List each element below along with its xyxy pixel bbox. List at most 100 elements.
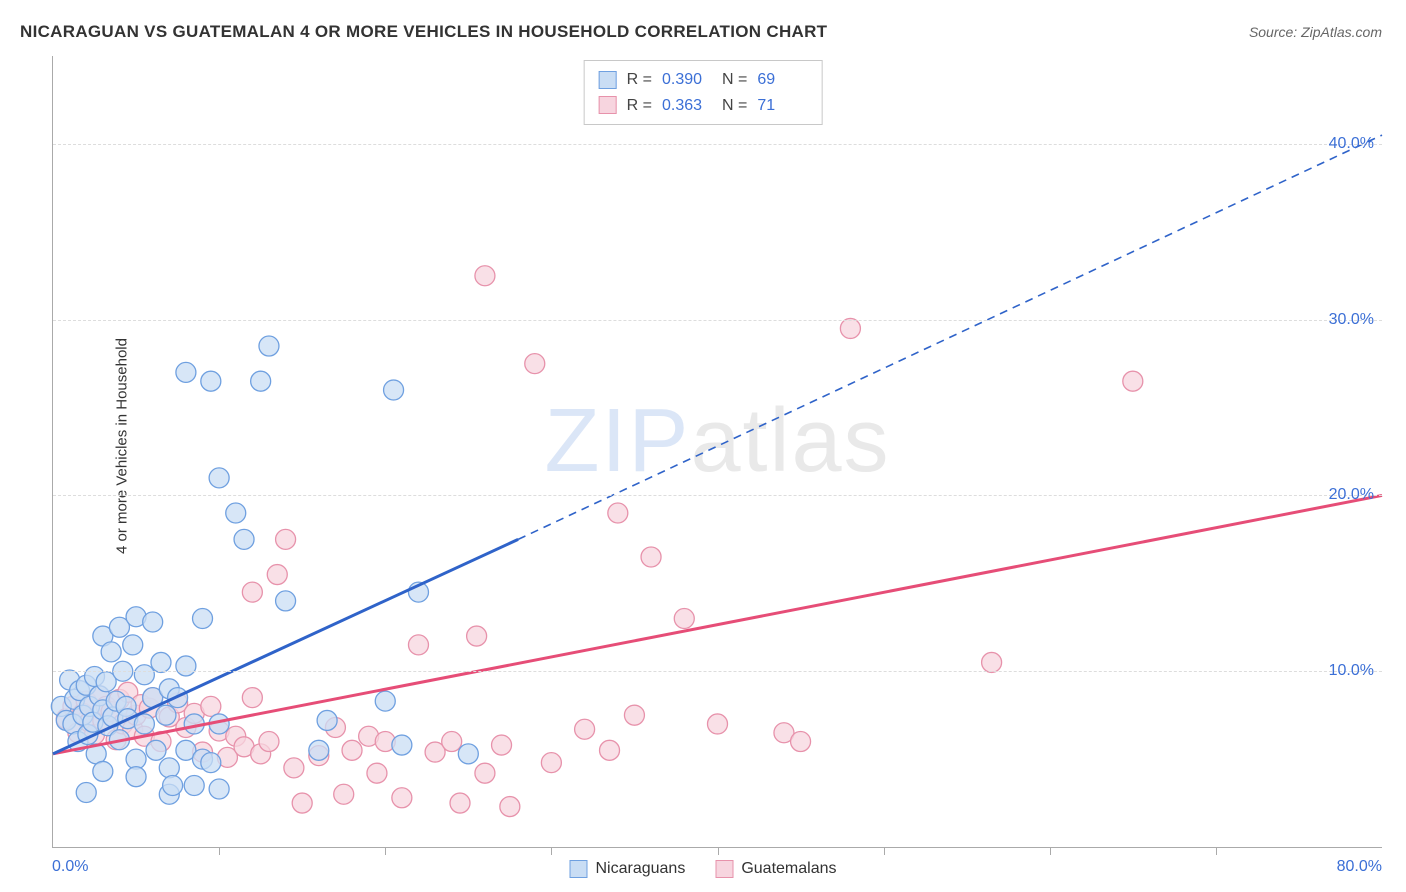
scatter-point: [76, 783, 96, 803]
scatter-point: [242, 688, 262, 708]
stats-row: R = 0.390 N = 69: [599, 67, 808, 93]
scatter-point: [708, 714, 728, 734]
legend-item: Nicaraguans: [570, 860, 686, 878]
scatter-point: [159, 758, 179, 778]
stat-r-label: R =: [627, 67, 652, 93]
scatter-point: [492, 735, 512, 755]
x-tick-min: 0.0%: [52, 858, 88, 876]
scatter-point: [384, 380, 404, 400]
scatter-point: [575, 719, 595, 739]
scatter-point: [840, 318, 860, 338]
scatter-point: [375, 691, 395, 711]
y-tick-label: 40.0%: [1329, 135, 1374, 153]
chart-title: NICARAGUAN VS GUATEMALAN 4 OR MORE VEHIC…: [20, 22, 827, 42]
legend-item: Guatemalans: [715, 860, 836, 878]
scatter-point: [134, 665, 154, 685]
stats-row: R = 0.363 N = 71: [599, 93, 808, 119]
scatter-point: [201, 753, 221, 773]
scatter-point: [242, 582, 262, 602]
x-tick: [1050, 847, 1051, 855]
scatter-point: [334, 784, 354, 804]
scatter-point: [624, 705, 644, 725]
legend: Nicaraguans Guatemalans: [570, 860, 837, 878]
stat-r-label: R =: [627, 93, 652, 119]
scatter-point: [267, 565, 287, 585]
scatter-point: [292, 793, 312, 813]
scatter-point: [317, 710, 337, 730]
y-tick-label: 20.0%: [1329, 486, 1374, 504]
scatter-point: [442, 732, 462, 752]
scatter-point: [408, 635, 428, 655]
scatter-point: [641, 547, 661, 567]
y-tick-label: 30.0%: [1329, 311, 1374, 329]
scatter-point: [209, 468, 229, 488]
scatter-point: [276, 591, 296, 611]
stat-n-label: N =: [722, 93, 747, 119]
scatter-point: [450, 793, 470, 813]
gridline: [53, 320, 1382, 321]
scatter-point: [143, 612, 163, 632]
scatter-point: [176, 362, 196, 382]
plot-svg: [53, 56, 1382, 847]
scatter-point: [674, 608, 694, 628]
scatter-point: [342, 740, 362, 760]
scatter-point: [791, 732, 811, 752]
scatter-point: [458, 744, 478, 764]
gridline: [53, 144, 1382, 145]
scatter-point: [259, 732, 279, 752]
stats-box: R = 0.390 N = 69 R = 0.363 N = 71: [584, 60, 823, 125]
y-tick-label: 10.0%: [1329, 662, 1374, 680]
scatter-point: [193, 608, 213, 628]
scatter-point: [982, 652, 1002, 672]
legend-swatch: [570, 860, 588, 878]
stat-r-value: 0.390: [662, 67, 712, 93]
scatter-point: [151, 652, 171, 672]
scatter-point: [209, 779, 229, 799]
legend-swatch: [715, 860, 733, 878]
scatter-point: [184, 775, 204, 795]
stat-n-value: 69: [757, 67, 807, 93]
stats-swatch: [599, 96, 617, 114]
scatter-point: [126, 767, 146, 787]
scatter-point: [276, 529, 296, 549]
scatter-point: [93, 761, 113, 781]
source-label: Source: ZipAtlas.com: [1249, 24, 1382, 40]
plot-area: ZIPatlas 10.0%20.0%30.0%40.0%: [52, 56, 1382, 848]
x-tick-max: 80.0%: [1337, 858, 1382, 876]
scatter-point: [367, 763, 387, 783]
x-tick: [551, 847, 552, 855]
scatter-point: [123, 635, 143, 655]
stat-n-label: N =: [722, 67, 747, 93]
gridline: [53, 671, 1382, 672]
scatter-point: [309, 740, 329, 760]
scatter-point: [475, 266, 495, 286]
legend-label: Nicaraguans: [596, 860, 686, 878]
scatter-point: [146, 740, 166, 760]
scatter-point: [500, 797, 520, 817]
gridline: [53, 495, 1382, 496]
scatter-point: [525, 354, 545, 374]
scatter-point: [541, 753, 561, 773]
x-tick: [884, 847, 885, 855]
x-tick: [219, 847, 220, 855]
scatter-point: [259, 336, 279, 356]
trend-line-dashed: [518, 135, 1382, 539]
scatter-point: [1123, 371, 1143, 391]
legend-label: Guatemalans: [741, 860, 836, 878]
scatter-point: [475, 763, 495, 783]
stat-r-value: 0.363: [662, 93, 712, 119]
scatter-point: [467, 626, 487, 646]
scatter-point: [101, 642, 121, 662]
scatter-point: [176, 656, 196, 676]
scatter-point: [392, 735, 412, 755]
x-tick: [385, 847, 386, 855]
scatter-point: [392, 788, 412, 808]
scatter-point: [156, 705, 176, 725]
scatter-point: [163, 775, 183, 795]
stats-swatch: [599, 71, 617, 89]
stat-n-value: 71: [757, 93, 807, 119]
scatter-point: [226, 503, 246, 523]
scatter-point: [134, 714, 154, 734]
scatter-point: [201, 371, 221, 391]
scatter-point: [234, 529, 254, 549]
